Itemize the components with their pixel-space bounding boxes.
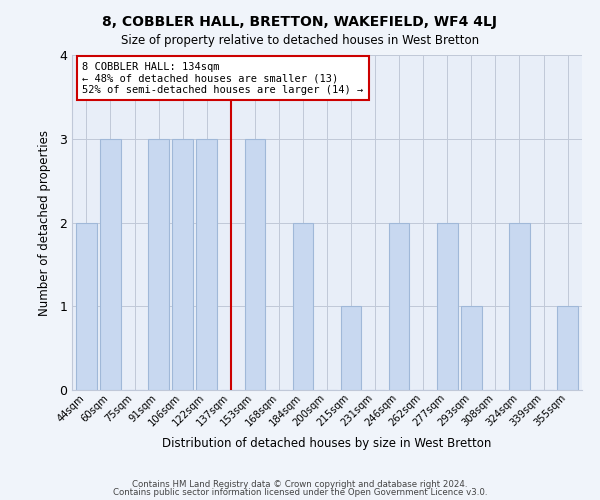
Bar (341, 306, 361, 390)
Text: 8, COBBLER HALL, BRETTON, WAKEFIELD, WF4 4LJ: 8, COBBLER HALL, BRETTON, WAKEFIELD, WF4… (103, 15, 497, 29)
Bar (245, 138, 265, 390)
Bar (557, 306, 578, 390)
Text: 8 COBBLER HALL: 134sqm
← 48% of detached houses are smaller (13)
52% of semi-det: 8 COBBLER HALL: 134sqm ← 48% of detached… (82, 62, 364, 95)
Bar (437, 222, 458, 390)
Bar (172, 138, 193, 390)
Y-axis label: Number of detached properties: Number of detached properties (38, 130, 51, 316)
Bar (509, 222, 530, 390)
Bar (100, 138, 121, 390)
Text: Contains HM Land Registry data © Crown copyright and database right 2024.: Contains HM Land Registry data © Crown c… (132, 480, 468, 489)
Bar (389, 222, 409, 390)
Bar (196, 138, 217, 390)
Bar (76, 222, 97, 390)
Bar (461, 306, 482, 390)
Text: Contains public sector information licensed under the Open Government Licence v3: Contains public sector information licen… (113, 488, 487, 497)
Text: Size of property relative to detached houses in West Bretton: Size of property relative to detached ho… (121, 34, 479, 47)
Bar (148, 138, 169, 390)
Bar (293, 222, 313, 390)
X-axis label: Distribution of detached houses by size in West Bretton: Distribution of detached houses by size … (163, 436, 491, 450)
